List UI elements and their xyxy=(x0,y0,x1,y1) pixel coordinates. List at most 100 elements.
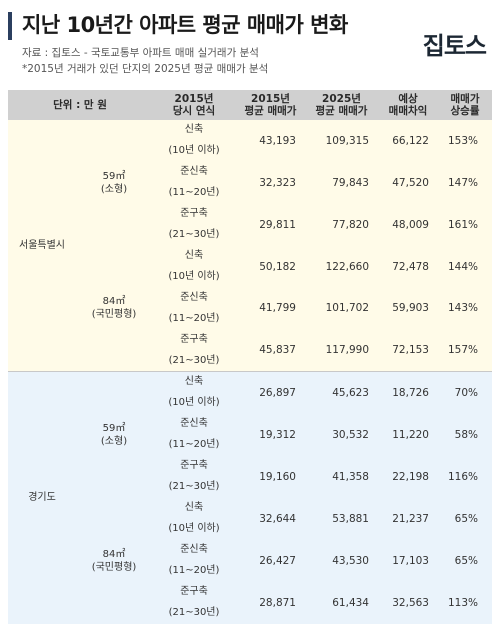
table-header-row: 단위 : 만 원 2015년 당시 연식 2015년 평균 매매가 2025년 평균 … xyxy=(8,90,492,120)
profit-cell: 17,103 xyxy=(378,539,438,582)
rate-cell: 65% xyxy=(438,539,492,582)
rate-cell: 65% xyxy=(438,497,492,540)
profit-cell: 11,220 xyxy=(378,414,438,456)
size-label: 84㎡ (국민평형) xyxy=(76,245,152,372)
profit-header: 예상 매매차익 xyxy=(378,90,438,120)
building-age-range: (11~20년) xyxy=(152,560,236,582)
table-row: 준신축 19,312 30,532 11,220 58% xyxy=(8,414,492,456)
price-2015-cell: 19,160 xyxy=(236,456,305,498)
building-age-range: (21~30년) xyxy=(152,476,236,498)
building-age-type: 신축 xyxy=(152,497,236,519)
rate-cell: 147% xyxy=(438,161,492,204)
building-age-type: 준신축 xyxy=(152,287,236,309)
building-age-type: 준신축 xyxy=(152,414,236,436)
size-type: (소형) xyxy=(100,436,128,448)
gyeonggi-section: 경기도 59㎡ (소형) 신축 26,897 45,623 18,726 70% (10년 이하… xyxy=(8,371,492,624)
price-2025-header: 2025년 평균 매매가 xyxy=(305,90,378,120)
size-area: 59㎡ xyxy=(102,423,126,435)
table-row-continuation: (10년 이하) xyxy=(8,393,492,415)
size-type: (국민평형) xyxy=(91,309,137,321)
price-2025-cell: 122,660 xyxy=(305,245,378,288)
price-2015-cell: 28,871 xyxy=(236,581,305,624)
price-2015-cell: 32,644 xyxy=(236,497,305,540)
price-2015-cell: 32,323 xyxy=(236,161,305,204)
price-2015-cell: 26,427 xyxy=(236,539,305,582)
brand-logo: 집토스 xyxy=(422,32,487,60)
building-age-range: (21~30년) xyxy=(152,224,236,246)
profit-cell: 47,520 xyxy=(378,161,438,204)
table-row: 서울특별시 59㎡ (소형) 신축 43,193 109,315 66,122 153% xyxy=(8,120,492,372)
building-age-type: 준구축 xyxy=(152,456,236,477)
building-age-type: 신축 xyxy=(152,371,236,394)
building-age-range: (10년 이하) xyxy=(152,393,236,415)
rate-cell: 144% xyxy=(438,245,492,288)
price-2015-header: 2015년 평균 매매가 xyxy=(236,90,305,120)
building-age-range: (10년 이하) xyxy=(152,266,236,288)
rate-cell: 116% xyxy=(438,456,492,498)
price-2025-cell: 53,881 xyxy=(305,497,378,540)
table-row-continuation: (11~20년) xyxy=(8,182,492,204)
profit-cell: 66,122 xyxy=(378,120,438,162)
rate-cell: 143% xyxy=(438,287,492,330)
building-age-range: (11~20년) xyxy=(152,182,236,204)
size-label: 59㎡ (소형) xyxy=(76,371,152,498)
building-age-range: (11~20년) xyxy=(152,435,236,456)
price-2025-cell: 117,990 xyxy=(305,329,378,372)
table-row-continuation: (10년 이하) xyxy=(8,140,492,162)
table-row: 준신축 32,323 79,843 47,520 147% xyxy=(8,161,492,204)
size-label: 84㎡ (국민평형) xyxy=(76,497,152,624)
page-title: 지난 10년간 아파트 평균 매매가 변화 xyxy=(22,13,348,37)
table-row: 준구축 45,837 117,990 72,153 157% xyxy=(8,329,492,372)
price-2025-cell: 45,623 xyxy=(305,371,378,415)
price-2025-cell: 41,358 xyxy=(305,456,378,498)
profit-cell: 72,153 xyxy=(378,329,438,372)
building-age-type: 신축 xyxy=(152,245,236,267)
price-2025-cell: 109,315 xyxy=(305,120,378,162)
source-note: 자료 : 집토스 - 국토교통부 아파트 매매 실거래가 분석 xyxy=(22,47,259,59)
price-2025-cell: 43,530 xyxy=(305,539,378,582)
region-label: 서울특별시 xyxy=(8,120,76,372)
rate-cell: 58% xyxy=(438,414,492,456)
table-row-continuation: (11~20년) xyxy=(8,308,492,330)
rate-cell: 161% xyxy=(438,203,492,246)
rate-cell: 70% xyxy=(438,371,492,415)
price-2015-cell: 29,811 xyxy=(236,203,305,246)
profit-cell: 18,726 xyxy=(378,371,438,415)
building-age-type: 준신축 xyxy=(152,539,236,561)
size-area: 84㎡ xyxy=(102,296,126,308)
table-row: 준구축 29,811 77,820 48,009 161% xyxy=(8,203,492,246)
building-age-type: 준구축 xyxy=(152,581,236,603)
building-age-range: (11~20년) xyxy=(152,308,236,330)
price-2015-cell: 50,182 xyxy=(236,245,305,288)
price-2025-cell: 30,532 xyxy=(305,414,378,456)
price-2025-cell: 79,843 xyxy=(305,161,378,204)
size-label: 59㎡ (소형) xyxy=(76,120,152,246)
region-label: 경기도 xyxy=(8,371,76,624)
profit-cell: 72,478 xyxy=(378,245,438,288)
price-2025-cell: 101,702 xyxy=(305,287,378,330)
table-row: 준신축 41,799 101,702 59,903 143% xyxy=(8,287,492,330)
building-age-range: (10년 이하) xyxy=(152,140,236,162)
table-row: 경기도 59㎡ (소형) 신축 26,897 45,623 18,726 70% xyxy=(8,371,492,624)
building-age-type: 준구축 xyxy=(152,329,236,351)
size-type: (국민평형) xyxy=(91,561,137,573)
rate-cell: 153% xyxy=(438,120,492,162)
building-age-type: 준구축 xyxy=(152,203,236,225)
age-header: 2015년 당시 연식 xyxy=(152,90,236,120)
profit-cell: 48,009 xyxy=(378,203,438,246)
table-row-continuation: (10년 이하) xyxy=(8,266,492,288)
building-age-type: 신축 xyxy=(152,120,236,141)
table-row: 84㎡ (국민평형) 신축 32,644 53,881 21,237 65% xyxy=(8,497,492,624)
price-2015-cell: 45,837 xyxy=(236,329,305,372)
table-row-continuation: (11~20년) xyxy=(8,435,492,456)
profit-cell: 22,198 xyxy=(378,456,438,498)
table-row-continuation: (21~30년) xyxy=(8,350,492,372)
building-age-range: (21~30년) xyxy=(152,602,236,624)
table-row: 84㎡ (국민평형) 신축 50,182 122,660 72,478 144% xyxy=(8,245,492,372)
rate-cell: 113% xyxy=(438,581,492,624)
profit-cell: 59,903 xyxy=(378,287,438,330)
title-accent-bar xyxy=(8,12,12,40)
size-type: (소형) xyxy=(100,183,128,195)
building-age-range: (10년 이하) xyxy=(152,518,236,540)
price-2015-cell: 19,312 xyxy=(236,414,305,456)
